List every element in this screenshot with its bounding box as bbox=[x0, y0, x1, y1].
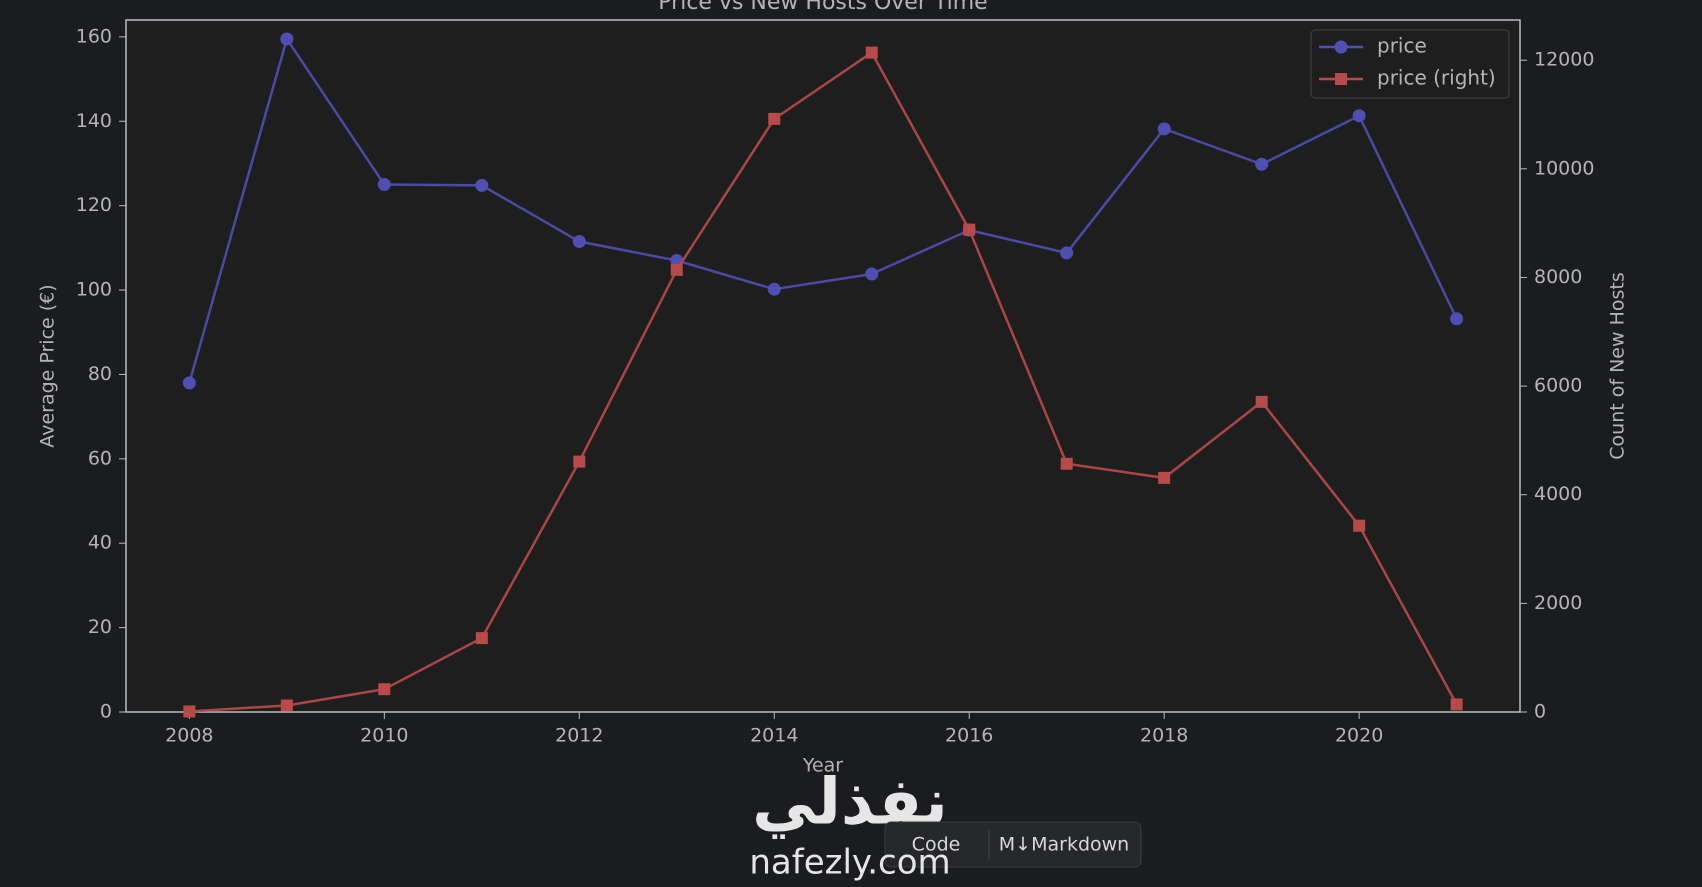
toolbar: Code M↓Markdown bbox=[884, 821, 1142, 868]
y2-tick-label: 8000 bbox=[1534, 266, 1582, 288]
plot-area bbox=[125, 19, 1521, 713]
data-point bbox=[280, 699, 293, 712]
data-point bbox=[1157, 122, 1171, 136]
legend-marker bbox=[1335, 73, 1347, 85]
data-point bbox=[865, 46, 878, 59]
x-tick-label: 2008 bbox=[165, 725, 213, 747]
series-line bbox=[189, 50, 1458, 713]
x-axis-label: Year bbox=[802, 755, 843, 777]
code-button[interactable]: Code bbox=[912, 834, 961, 856]
x-tick-label: 2010 bbox=[360, 725, 408, 747]
data-point bbox=[1060, 246, 1074, 260]
y2-tick-label: 10000 bbox=[1534, 157, 1594, 179]
legend-marker bbox=[1334, 40, 1348, 54]
data-point bbox=[768, 112, 781, 125]
data-point bbox=[475, 632, 488, 645]
data-point bbox=[1158, 471, 1171, 484]
y2-tick-label: 2000 bbox=[1534, 592, 1582, 614]
data-point bbox=[963, 223, 976, 236]
data-point bbox=[865, 267, 879, 281]
x-tick-label: 2014 bbox=[750, 725, 798, 747]
y-tick-label: 140 bbox=[76, 110, 112, 132]
y-axis-label: Average Price (€) bbox=[37, 284, 59, 447]
y-tick-label: 160 bbox=[76, 25, 112, 47]
y-tick-label: 20 bbox=[88, 616, 112, 638]
legend-label: price (right) bbox=[1377, 66, 1496, 90]
y2-axis-label: Count of New Hosts bbox=[1607, 272, 1629, 459]
data-point bbox=[670, 263, 683, 276]
data-point bbox=[1353, 519, 1366, 532]
y-tick-label: 0 bbox=[100, 701, 112, 723]
data-point bbox=[1352, 109, 1366, 123]
chart-title: Price vs New Hosts Over Time bbox=[658, 0, 987, 15]
y-tick-label: 40 bbox=[88, 532, 112, 554]
data-point bbox=[377, 178, 391, 192]
markdown-button[interactable]: M↓Markdown bbox=[999, 834, 1129, 856]
y2-tick-label: 12000 bbox=[1534, 49, 1594, 71]
data-point bbox=[767, 282, 781, 296]
data-point bbox=[475, 178, 489, 192]
data-point bbox=[182, 376, 196, 390]
data-point bbox=[1450, 312, 1464, 326]
x-tick-label: 2016 bbox=[945, 725, 993, 747]
data-point bbox=[1255, 395, 1268, 408]
data-point bbox=[378, 683, 391, 696]
data-point bbox=[1060, 457, 1073, 470]
legend-label: price bbox=[1377, 34, 1427, 58]
data-point bbox=[1255, 157, 1269, 171]
data-point bbox=[572, 235, 586, 249]
toolbar-box bbox=[884, 821, 1142, 868]
data-point bbox=[1450, 698, 1463, 711]
y2-tick-label: 4000 bbox=[1534, 483, 1582, 505]
x-tick-label: 2012 bbox=[555, 725, 603, 747]
watermark-latin: nafezly.com bbox=[749, 843, 950, 883]
y-tick-label: 120 bbox=[76, 194, 112, 216]
series-line bbox=[188, 36, 1458, 384]
x-tick-label: 2018 bbox=[1140, 725, 1188, 747]
data-point bbox=[183, 705, 196, 718]
data-point bbox=[280, 32, 294, 46]
y-tick-label: 60 bbox=[88, 447, 112, 469]
y2-tick-label: 0 bbox=[1534, 701, 1546, 723]
y-tick-label: 100 bbox=[76, 279, 112, 301]
x-tick-label: 2020 bbox=[1335, 725, 1383, 747]
y-tick-label: 80 bbox=[88, 363, 112, 385]
y2-tick-label: 6000 bbox=[1534, 375, 1582, 397]
data-point bbox=[573, 455, 586, 468]
